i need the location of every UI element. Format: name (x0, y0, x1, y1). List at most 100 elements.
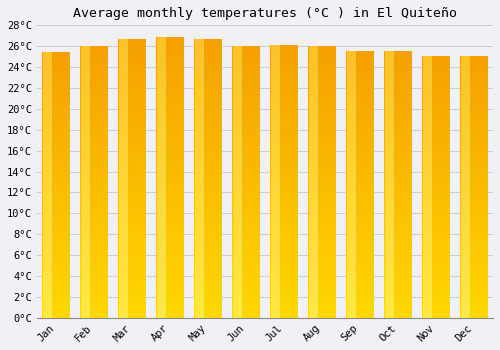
Bar (232, 60, 242, 64)
Bar (308, 291, 318, 295)
Bar (194, 178, 204, 183)
Bar (80, 148, 108, 152)
Bar (422, 104, 432, 108)
Bar (384, 265, 411, 268)
Bar (118, 295, 128, 299)
Bar (308, 205, 318, 209)
Bar (308, 191, 318, 196)
Bar (308, 314, 336, 318)
Bar (346, 238, 356, 242)
Bar (422, 275, 450, 279)
Bar (346, 140, 356, 145)
Bar (346, 296, 356, 300)
Bar (118, 42, 146, 46)
Bar (346, 100, 356, 105)
Bar (156, 97, 184, 100)
Bar (384, 274, 411, 278)
Bar (80, 178, 108, 182)
Bar (270, 287, 297, 290)
Bar (422, 274, 432, 279)
Bar (308, 159, 318, 164)
Bar (384, 221, 411, 225)
Bar (156, 135, 184, 139)
Bar (308, 63, 336, 66)
Bar (118, 67, 146, 70)
Bar (270, 136, 280, 141)
Bar (308, 282, 318, 286)
Bar (460, 187, 487, 190)
Bar (80, 313, 90, 318)
Bar (156, 181, 184, 184)
Bar (42, 234, 52, 238)
Bar (460, 92, 487, 95)
Bar (156, 125, 184, 128)
Bar (460, 95, 487, 98)
Bar (422, 134, 450, 138)
Bar (232, 196, 242, 200)
Bar (118, 146, 128, 150)
Bar (422, 85, 450, 88)
Bar (118, 81, 128, 85)
Bar (80, 74, 108, 77)
Bar (194, 253, 204, 257)
Bar (156, 174, 184, 177)
Bar (346, 242, 356, 247)
Bar (308, 134, 336, 138)
Bar (42, 175, 70, 178)
Bar (308, 287, 336, 291)
Bar (156, 262, 166, 266)
Bar (308, 196, 318, 200)
Bar (422, 222, 432, 226)
Bar (308, 286, 318, 291)
Bar (384, 233, 394, 238)
Bar (118, 178, 146, 182)
Bar (460, 300, 470, 305)
Bar (384, 145, 394, 149)
Bar (80, 253, 108, 257)
Bar (118, 227, 146, 231)
Bar (308, 226, 336, 230)
Bar (156, 188, 184, 191)
Bar (194, 164, 204, 169)
Bar (384, 185, 411, 188)
Bar (308, 121, 336, 124)
Bar (422, 285, 450, 288)
Bar (42, 132, 70, 135)
Bar (308, 55, 318, 60)
Bar (270, 168, 280, 173)
Bar (194, 299, 204, 304)
Bar (308, 212, 336, 216)
Bar (308, 110, 318, 114)
Bar (194, 203, 222, 206)
Bar (194, 271, 204, 276)
Bar (422, 244, 432, 248)
Bar (118, 63, 146, 67)
Bar (118, 104, 128, 108)
Bar (80, 277, 108, 280)
Bar (308, 268, 318, 273)
Bar (384, 55, 411, 58)
Bar (194, 146, 204, 150)
Bar (194, 161, 222, 164)
Bar (156, 280, 166, 285)
Bar (270, 68, 280, 72)
Bar (232, 178, 260, 182)
Bar (422, 125, 450, 128)
Bar (270, 100, 297, 103)
Bar (346, 61, 374, 65)
Bar (308, 172, 336, 175)
Bar (270, 45, 280, 50)
Bar (194, 42, 222, 46)
Bar (346, 141, 374, 145)
Bar (42, 122, 70, 125)
Bar (80, 300, 90, 304)
Bar (80, 301, 108, 304)
Bar (80, 46, 108, 50)
Bar (194, 60, 222, 63)
Bar (308, 284, 336, 287)
Bar (156, 163, 184, 167)
Bar (42, 76, 70, 79)
Bar (118, 248, 146, 252)
Bar (232, 291, 260, 294)
Bar (194, 84, 222, 88)
